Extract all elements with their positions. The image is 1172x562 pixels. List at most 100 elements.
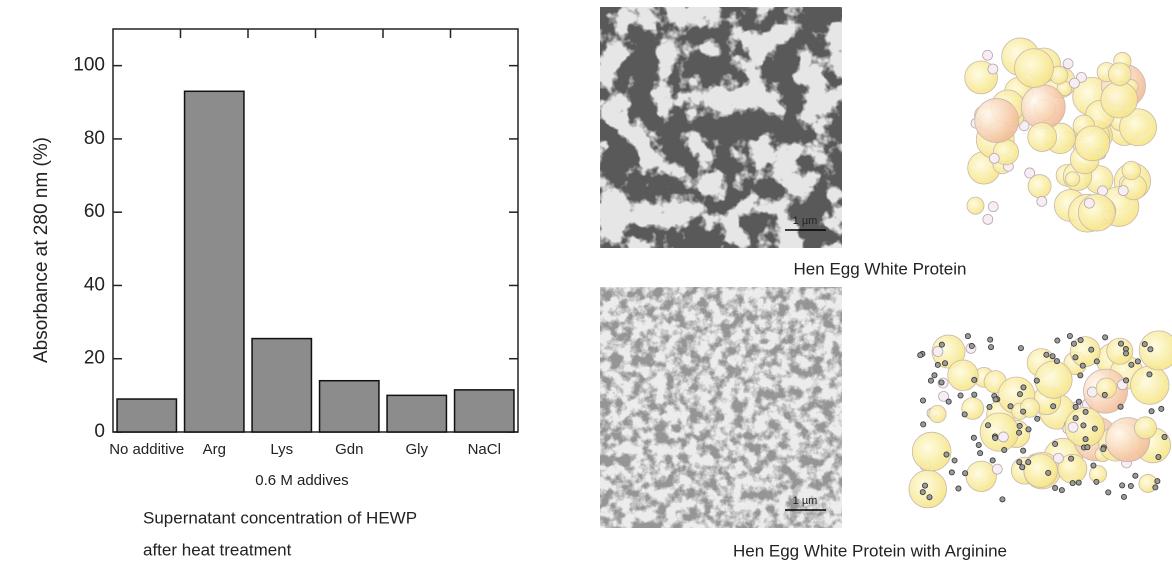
y-tick-label: 20: [84, 348, 105, 369]
particle: [965, 460, 997, 492]
small-particle: [1083, 197, 1095, 209]
y-axis-label: Absorbance at 280 nm (%): [31, 137, 52, 363]
arginine: [964, 333, 971, 340]
bar: [453, 389, 515, 433]
bar: [318, 379, 380, 433]
arginine: [922, 482, 929, 489]
x-tick-label: Gdn: [335, 441, 363, 458]
arginine: [917, 352, 924, 359]
schematic: [908, 330, 1172, 509]
scale-bar-label: 1 µm: [793, 215, 818, 227]
arginine: [1101, 391, 1108, 398]
arginine: [1007, 403, 1014, 410]
small-particle: [1117, 185, 1129, 197]
particle: [1119, 108, 1157, 147]
small-particle: [1062, 58, 1074, 70]
arginine: [1052, 485, 1059, 492]
arginine: [1049, 353, 1056, 360]
particle: [1106, 337, 1134, 365]
arginine: [1050, 403, 1057, 410]
arginine: [1161, 434, 1168, 441]
arginine: [1084, 444, 1091, 451]
small-particle: [982, 49, 993, 61]
arginine: [1058, 487, 1065, 494]
arginine: [971, 376, 978, 383]
arginine: [1016, 391, 1023, 398]
particle: [979, 412, 1019, 452]
arginine: [1102, 334, 1109, 341]
arginine: [1020, 384, 1027, 391]
arginine: [1045, 469, 1052, 476]
arginine: [943, 451, 950, 458]
y-tick-label: 60: [84, 201, 105, 222]
arginine: [970, 434, 977, 441]
small-particle: [1052, 452, 1064, 464]
arginine: [938, 379, 945, 386]
particle: [1121, 160, 1141, 181]
small-particle: [991, 463, 1003, 475]
arginine: [1091, 425, 1098, 432]
plot-frame: [112, 28, 519, 433]
particle: [1027, 174, 1052, 199]
small-particle: [938, 390, 950, 402]
arginine: [962, 470, 969, 477]
particle: [974, 98, 1020, 143]
arginine: [1001, 446, 1008, 453]
small-particle: [987, 201, 999, 213]
particle: [908, 469, 947, 509]
arginine: [1100, 446, 1107, 453]
arginine: [934, 361, 941, 368]
arginine: [989, 457, 996, 464]
arginine: [1016, 459, 1023, 466]
arginine: [1158, 405, 1165, 412]
micrograph-texture: [600, 7, 842, 248]
particle: [1077, 193, 1116, 232]
small-particle: [1069, 77, 1080, 89]
particle: [1065, 171, 1081, 187]
arginine: [1132, 472, 1139, 479]
arginine: [961, 411, 968, 418]
arginine: [1127, 483, 1134, 490]
particle: [1074, 125, 1111, 162]
particle: [1107, 62, 1132, 86]
arginine: [1072, 403, 1079, 410]
arginine: [1033, 377, 1040, 384]
arginine: [948, 469, 955, 476]
micrograph: 1 µm: [600, 287, 842, 528]
small-particle: [987, 63, 999, 75]
x-tick-label: Gly: [406, 441, 429, 458]
arginine: [1134, 358, 1141, 365]
arginine: [1072, 415, 1079, 422]
small-particle: [1076, 71, 1087, 83]
micrograph-texture: [600, 287, 842, 528]
y-tick-label: 0: [94, 421, 105, 442]
small-particle: [932, 346, 944, 357]
arginine: [1080, 422, 1087, 429]
particle: [947, 359, 979, 391]
particle: [1027, 122, 1057, 152]
arginine: [1034, 415, 1041, 422]
arginine: [1155, 453, 1162, 460]
arginine: [1093, 478, 1100, 485]
particle: [1023, 453, 1058, 488]
arginine: [951, 457, 958, 464]
small-particle: [988, 152, 1000, 164]
small-particle: [1036, 195, 1048, 207]
arginine: [1070, 340, 1077, 347]
arginine: [1054, 337, 1061, 344]
arginine: [977, 450, 984, 457]
arginine: [926, 494, 933, 501]
arginine: [1075, 398, 1082, 405]
arginine: [1020, 408, 1027, 415]
arginine: [1075, 479, 1082, 486]
x-tick-label: NaCl: [468, 441, 501, 458]
image-caption: Hen Egg White Protein with Arginine: [733, 541, 1007, 560]
arginine: [1069, 480, 1076, 487]
particle: [928, 404, 947, 424]
arginine: [955, 485, 962, 492]
arginine: [1117, 403, 1124, 410]
arginine: [957, 392, 964, 399]
y-tick-label: 100: [73, 55, 105, 76]
